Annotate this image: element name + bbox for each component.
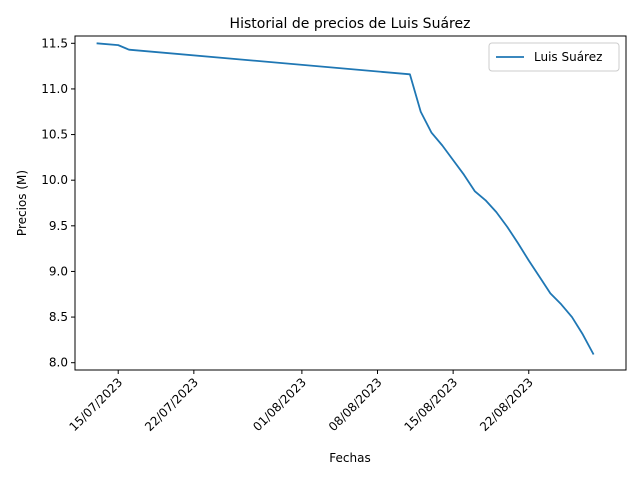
x-tick-label: 15/08/2023 (401, 375, 460, 434)
y-tick-label: 9.0 (49, 264, 68, 278)
x-tick-label: 22/08/2023 (477, 375, 536, 434)
series-line-0 (96, 42, 595, 355)
x-axis: 15/07/2023 22/07/2023 01/08/2023 08/08/2023… (67, 370, 536, 434)
y-axis-label: Precios (M) (15, 170, 29, 236)
x-tick-label: 15/07/2023 (67, 375, 126, 434)
legend-box (488, 42, 620, 72)
y-tick-label: 8.5 (49, 310, 68, 324)
y-axis: 8.0 8.5 9.0 9.5 10.0 10.5 11.0 11.5 (41, 36, 75, 370)
legend: Luis Suárez (488, 42, 620, 72)
legend-label-luis-suarez: Luis Suárez (534, 50, 602, 64)
x-tick-label: 22/07/2023 (142, 375, 201, 434)
y-tick-label: 11.0 (41, 82, 68, 96)
y-tick-label: 8.0 (49, 356, 68, 370)
x-tick-label: 08/08/2023 (326, 375, 385, 434)
y-tick-label: 9.5 (49, 219, 68, 233)
y-tick-label: 11.5 (41, 36, 68, 50)
chart-title: Historial de precios de Luis Suárez (230, 16, 471, 32)
x-tick-label: 01/08/2023 (250, 375, 309, 434)
plot-area (74, 35, 627, 371)
x-axis-label: Fechas (329, 451, 370, 465)
series-layer (96, 42, 595, 355)
y-tick-label: 10.5 (41, 128, 68, 142)
y-tick-label: 10.0 (41, 173, 68, 187)
